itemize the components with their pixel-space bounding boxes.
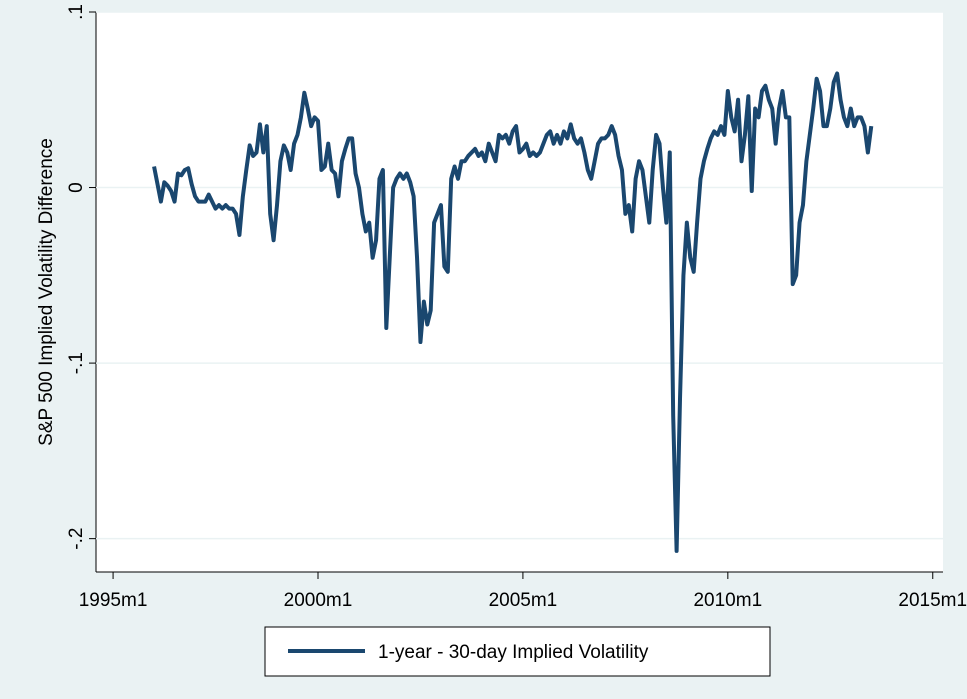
y-tick-label: 0 bbox=[66, 182, 87, 193]
x-tick-label: 2010m1 bbox=[693, 590, 762, 611]
y-axis-label: S&P 500 Implied Volatility Difference bbox=[36, 138, 57, 446]
y-tick-label: .1 bbox=[66, 4, 87, 20]
x-tick-label: 1995m1 bbox=[79, 590, 148, 611]
x-tick-label: 2015m1 bbox=[898, 590, 967, 611]
y-tick-label: -.2 bbox=[66, 528, 87, 550]
data-line bbox=[152, 71, 874, 553]
plot-area bbox=[96, 12, 943, 572]
x-tick-label: 2005m1 bbox=[489, 590, 558, 611]
legend-label: 1-year - 30-day Implied Volatility bbox=[378, 642, 649, 663]
y-tick-label: -.1 bbox=[66, 352, 87, 374]
x-tick-label: 2000m1 bbox=[284, 590, 353, 611]
